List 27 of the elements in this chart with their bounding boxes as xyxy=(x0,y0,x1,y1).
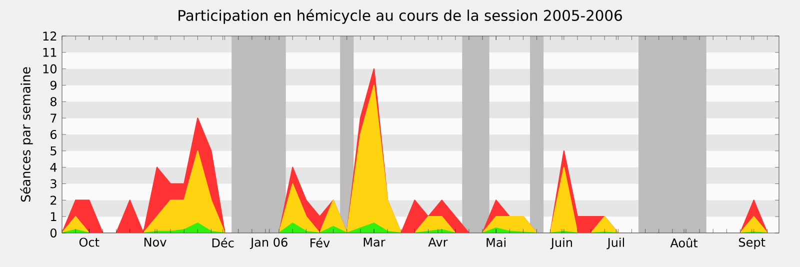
x-tick-label: Août xyxy=(670,238,698,248)
x-tick-label: Fév xyxy=(310,238,330,248)
y-tick-label: 2 xyxy=(50,196,56,205)
y-tick-label: 0 xyxy=(50,228,57,238)
y-tick-label: 4 xyxy=(50,162,57,172)
x-tick-label: Avr xyxy=(428,238,448,246)
y-tick-label: 3 xyxy=(50,179,56,188)
x-tick-label: Déc xyxy=(212,238,234,248)
y-tick-label: 8 xyxy=(50,97,56,106)
y-tick-label: 12 xyxy=(43,32,56,40)
x-tick-label: Nov xyxy=(144,238,166,247)
y-tick-label: 5 xyxy=(50,146,56,156)
x-tick-label: Oct xyxy=(79,238,100,247)
y-tick-label: 10 xyxy=(43,64,57,74)
y-tick-label: 6 xyxy=(50,130,57,140)
x-tick-label: Mar xyxy=(364,238,386,247)
x-tick-label: Juil xyxy=(606,238,624,250)
y-tick-label: 11 xyxy=(43,48,56,57)
x-tick-label: Sept xyxy=(738,238,766,250)
x-tick-label: Mai xyxy=(486,238,506,247)
y-tick-label: 9 xyxy=(50,80,56,90)
chart-title: Participation en hémicycle au cours de la session 2005-2006 xyxy=(178,9,622,24)
x-tick-label: Juin xyxy=(550,238,572,250)
x-tick-label: Jan 06 xyxy=(250,238,288,250)
y-tick-label: 1 xyxy=(50,212,56,221)
y-tick-label: 7 xyxy=(50,114,56,122)
y-axis-title: Séances par semaine xyxy=(20,67,33,202)
